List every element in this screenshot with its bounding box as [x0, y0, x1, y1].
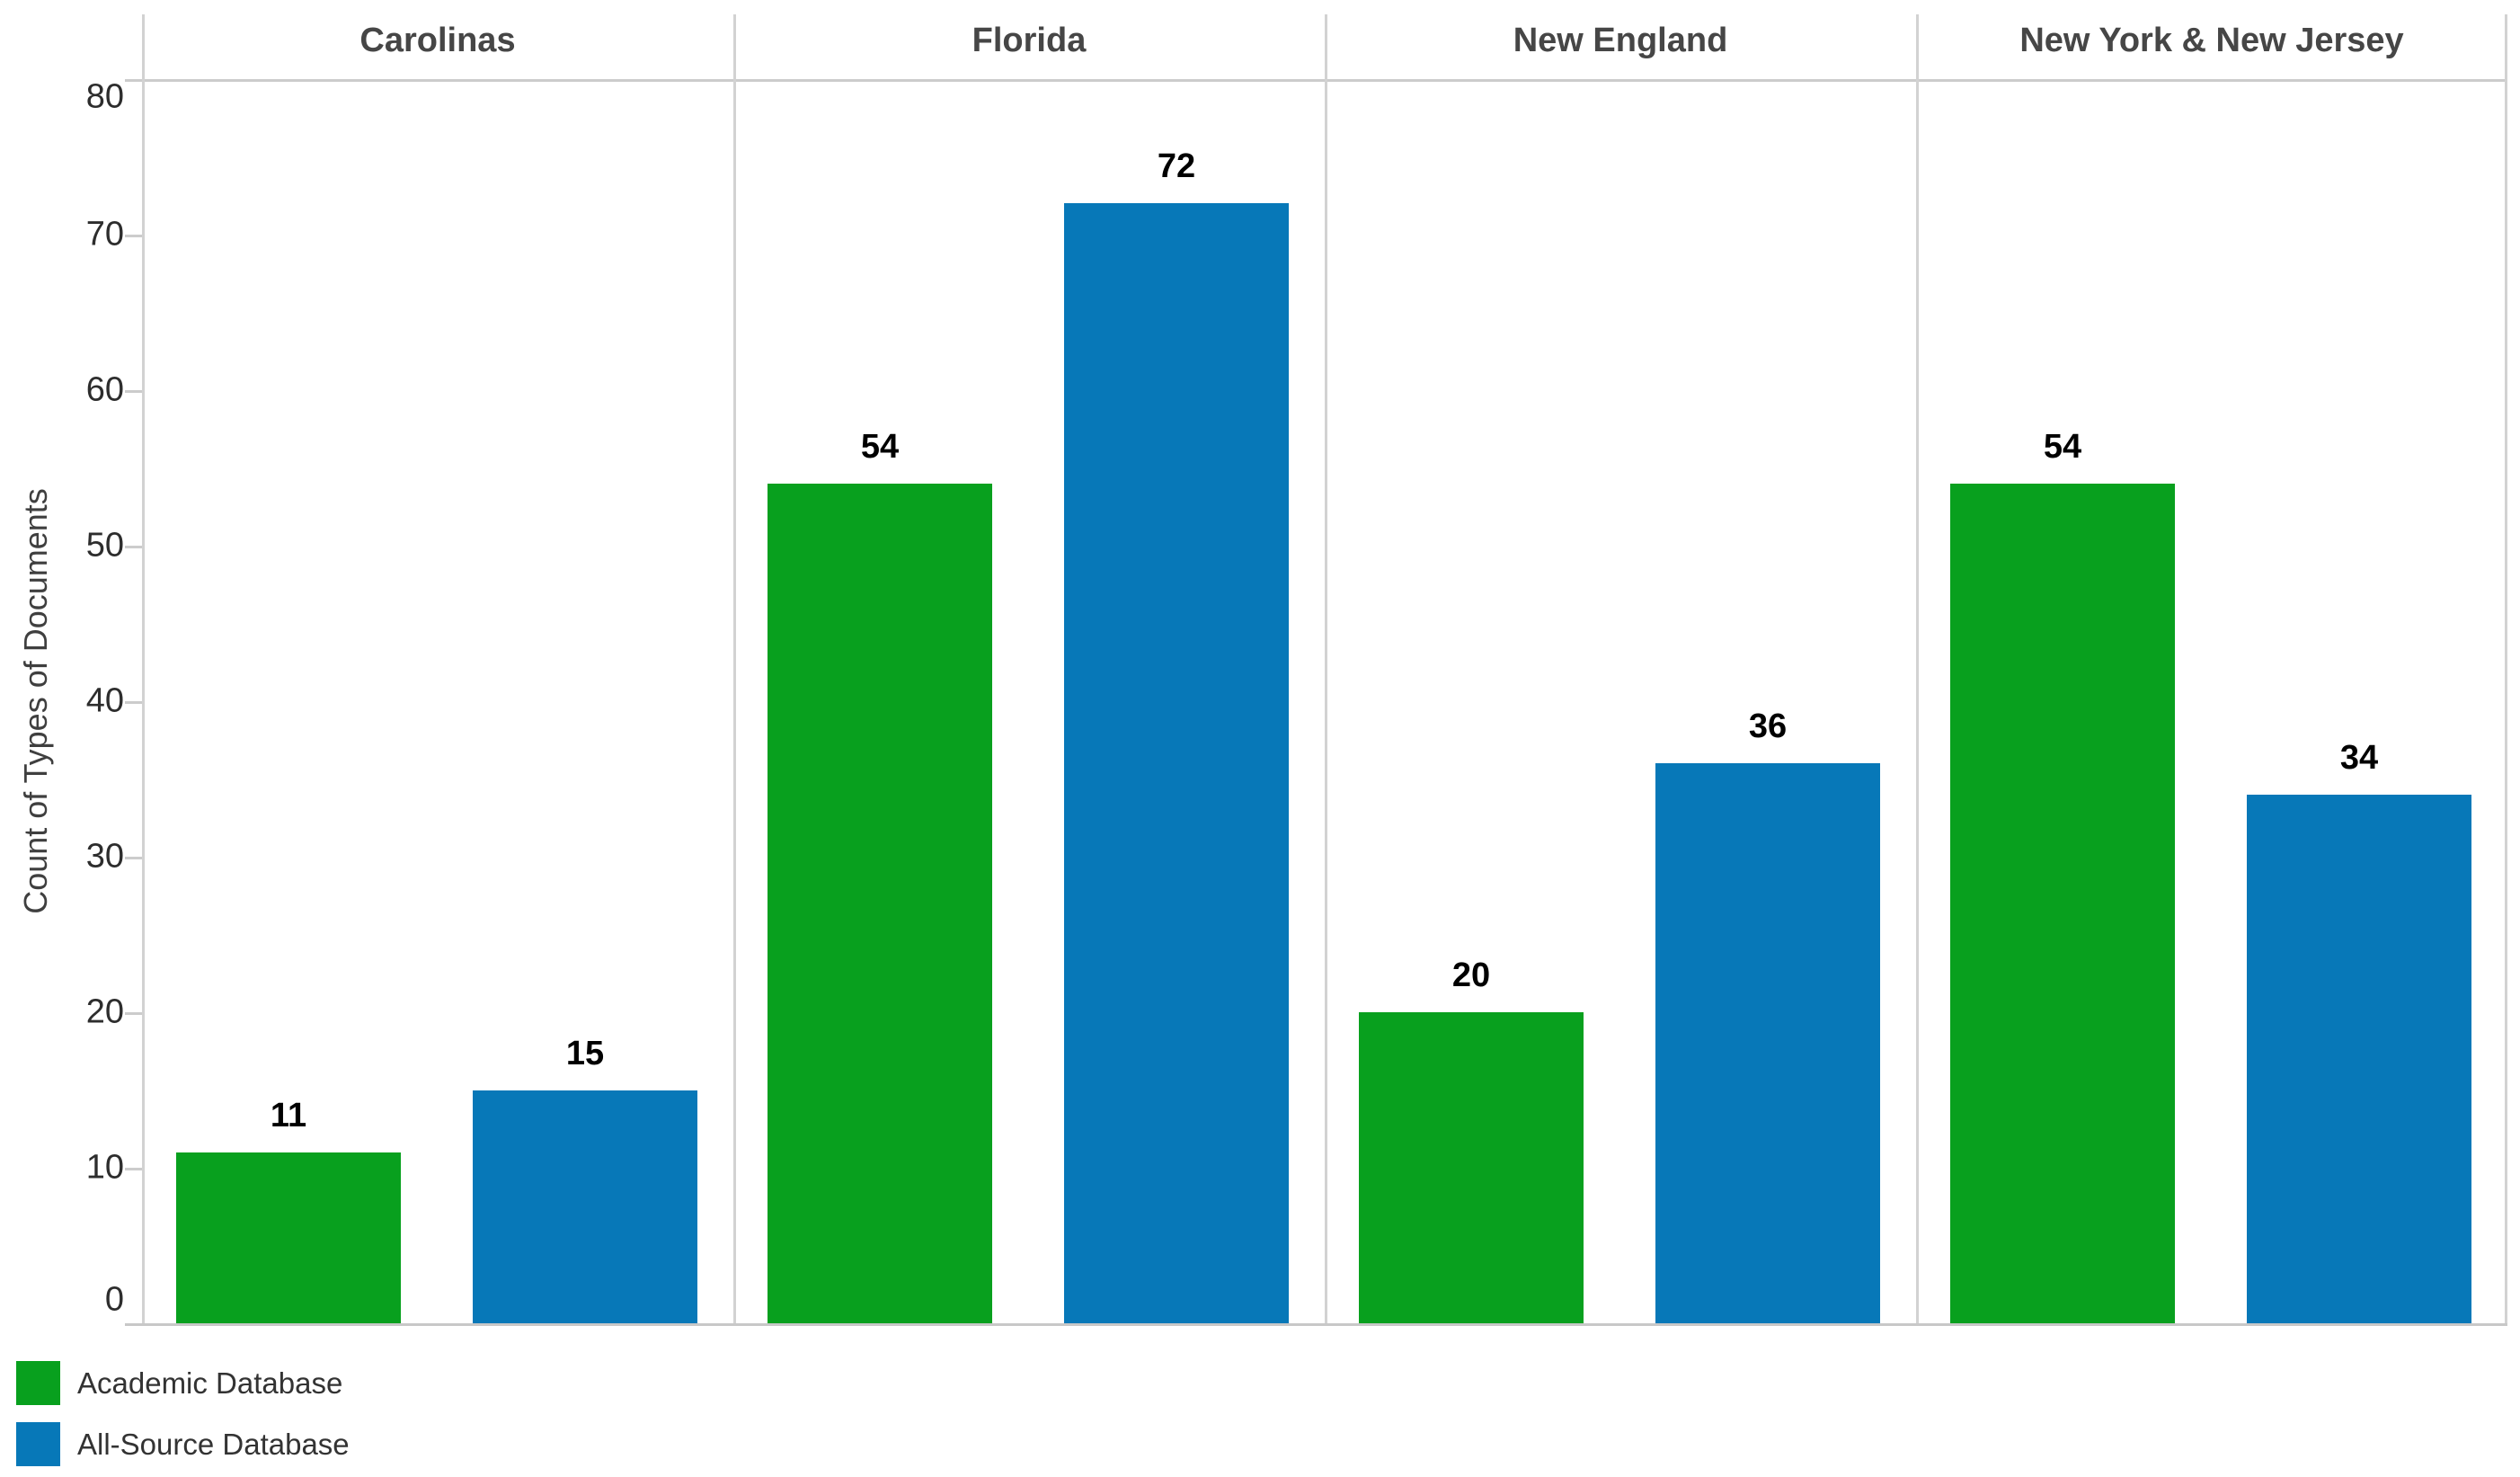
y-tick-mark [125, 1168, 142, 1170]
panel-header: Florida [972, 22, 1087, 59]
y-tick-label: 30 [85, 837, 124, 876]
y-tick-mark [125, 1012, 142, 1015]
bar-value-label: 72 [1157, 147, 1196, 186]
panel-header: Carolinas [359, 22, 516, 59]
x-axis-line [125, 1323, 2507, 1326]
legend-label-academic-database[interactable]: Academic Database [77, 1366, 343, 1400]
y-tick-mark [125, 390, 142, 393]
y-tick-label: 20 [85, 992, 124, 1031]
y-tick-mark [125, 79, 142, 82]
bar-value-label: 20 [1451, 956, 1491, 994]
y-axis-line [142, 14, 145, 1323]
legend-swatch-academic-database[interactable] [16, 1361, 60, 1405]
panel-divider [733, 14, 736, 1323]
bar-all-source-database[interactable] [473, 1090, 697, 1323]
y-tick-label: 70 [85, 215, 124, 254]
y-tick-mark [125, 857, 142, 859]
panel-header: New England [1513, 22, 1728, 59]
bar-value-label: 15 [565, 1034, 605, 1072]
y-tick-mark [125, 701, 142, 704]
panel-divider [1325, 14, 1327, 1323]
y-tick-mark [125, 235, 142, 237]
bar-all-source-database[interactable] [1064, 203, 1289, 1323]
y-tick-label: 40 [85, 681, 124, 720]
bar-value-label: 36 [1748, 707, 1788, 746]
bar-value-label: 11 [270, 1096, 307, 1134]
bar-academic-database[interactable] [1359, 1012, 1584, 1323]
bar-academic-database[interactable] [176, 1152, 401, 1323]
panel-divider [1916, 14, 1919, 1323]
bar-all-source-database[interactable] [2247, 794, 2471, 1323]
y-tick-label: 10 [85, 1148, 124, 1187]
plot-right-border [2505, 14, 2507, 1323]
legend-label-all-source-database[interactable]: All-Source Database [77, 1428, 350, 1461]
legend-swatch-all-source-database[interactable] [16, 1422, 60, 1466]
bar-academic-database[interactable] [1950, 483, 2175, 1323]
bar-academic-database[interactable] [768, 483, 992, 1323]
panel-header: New York & New Jersey [2019, 22, 2404, 59]
y-tick-label: 50 [85, 526, 124, 565]
y-tick-label: 60 [85, 370, 124, 409]
y-tick-label: 0 [104, 1280, 124, 1319]
bar-value-label: 54 [860, 427, 900, 466]
bar-value-label: 54 [2043, 427, 2082, 466]
bar-all-source-database[interactable] [1655, 763, 1880, 1323]
y-tick-mark [125, 546, 142, 548]
bar-value-label: 34 [2339, 738, 2379, 777]
y-tick-label: 80 [85, 77, 124, 116]
